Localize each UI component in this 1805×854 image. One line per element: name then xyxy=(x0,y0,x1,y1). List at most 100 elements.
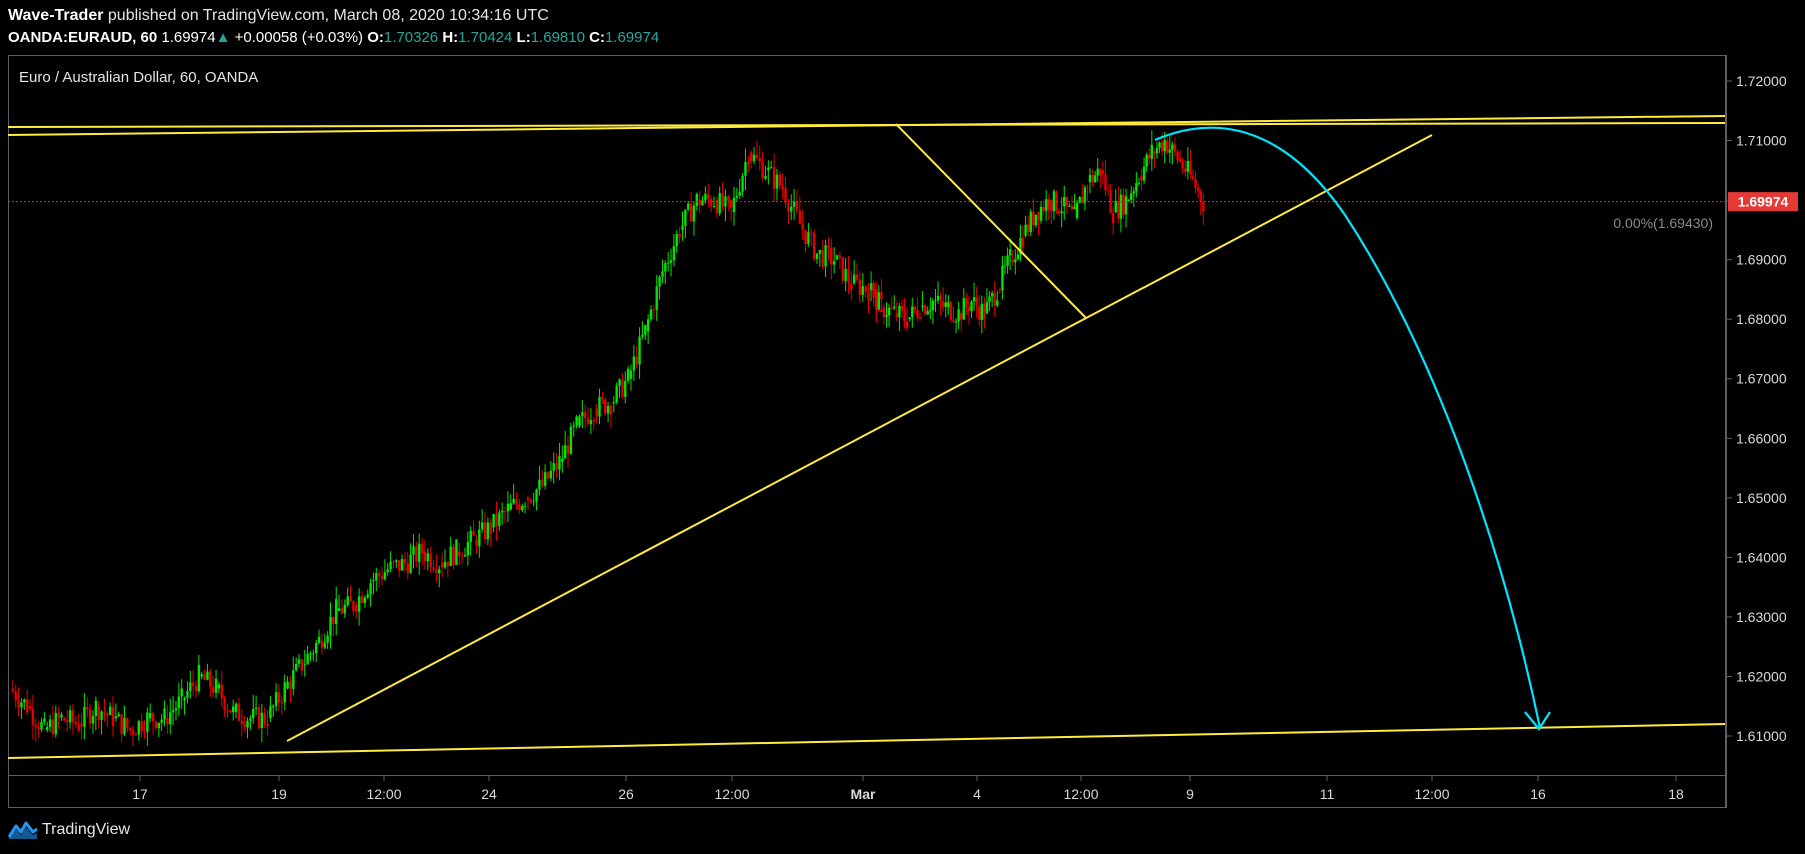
candle-body xyxy=(186,691,189,698)
candle-body xyxy=(543,472,547,486)
candle-body xyxy=(575,416,578,426)
candle-body xyxy=(34,724,37,728)
candle-body xyxy=(63,718,66,721)
candle-body xyxy=(1096,168,1099,176)
candle-body xyxy=(486,522,490,540)
candle-body xyxy=(395,560,398,562)
candle-body xyxy=(495,513,498,527)
candle-body xyxy=(1011,259,1014,263)
candle-body xyxy=(1196,187,1200,191)
candle-body xyxy=(1191,176,1195,180)
candle-body xyxy=(343,604,347,614)
candle-body xyxy=(944,302,947,307)
candle-body xyxy=(274,692,278,707)
candle-body xyxy=(134,734,138,736)
candle-body xyxy=(114,716,118,719)
candle-body xyxy=(375,573,378,581)
candle-body xyxy=(211,687,215,693)
candle-body xyxy=(149,712,152,719)
candle-body xyxy=(252,708,255,719)
y-tick-label: 1.62000 xyxy=(1736,668,1787,684)
footer-brand[interactable]: TradingView xyxy=(8,820,130,840)
candle-body xyxy=(400,558,404,571)
candle-body xyxy=(435,569,438,574)
candle-body xyxy=(43,718,46,722)
candle-body xyxy=(237,703,241,721)
candle-body xyxy=(177,696,181,709)
candle-body xyxy=(535,489,538,502)
candle-body xyxy=(949,302,953,320)
candle-body xyxy=(996,300,999,306)
candle-body xyxy=(1176,151,1179,161)
candle-body xyxy=(151,712,155,722)
candle-body xyxy=(1155,147,1159,154)
lower-support-line[interactable] xyxy=(7,723,1726,759)
candle-body xyxy=(882,307,886,317)
candle-body xyxy=(864,286,867,292)
x-tick-label: 12:00 xyxy=(714,786,749,802)
candle-body xyxy=(1016,254,1020,260)
candle-body xyxy=(810,232,813,234)
author-name[interactable]: Wave-Trader xyxy=(8,7,104,24)
projection-arrow-curve[interactable] xyxy=(1154,126,1542,729)
upper-trendline-2[interactable] xyxy=(7,122,1726,128)
candle-body xyxy=(821,249,824,267)
candle-body xyxy=(752,154,756,162)
candle-body xyxy=(972,297,976,302)
candle-body xyxy=(741,175,744,192)
drawings[interactable] xyxy=(7,115,1726,759)
candle-body xyxy=(449,546,452,567)
candle-body xyxy=(1142,166,1146,181)
rising-support-line[interactable] xyxy=(286,134,1433,742)
candle-body xyxy=(1075,202,1079,218)
candle-body xyxy=(644,325,647,335)
footer-brand-label: TradingView xyxy=(42,821,131,838)
candle-body xyxy=(798,210,802,224)
x-tick-label: 9 xyxy=(1186,786,1194,802)
candle-body xyxy=(764,176,767,179)
candle-body xyxy=(980,303,984,320)
candle-body xyxy=(423,551,427,562)
candle-body xyxy=(965,298,968,307)
candle-body xyxy=(855,274,859,280)
candle-body xyxy=(66,720,69,723)
falling-wedge-line[interactable] xyxy=(895,123,1087,319)
candle-body xyxy=(37,727,40,730)
candle-body xyxy=(306,653,309,665)
candle-body xyxy=(429,553,432,568)
candle-body xyxy=(1070,205,1074,210)
price-tag-bg xyxy=(1728,192,1798,212)
candle-body xyxy=(332,616,335,624)
candle-body xyxy=(755,154,759,158)
candle-body xyxy=(609,405,613,415)
candle-body xyxy=(380,576,384,580)
x-axis[interactable]: 17 19 12:00 24 26 12:00 Mar 4 12:00 9 11 12:00 16 18 xyxy=(132,776,1684,802)
candle-body xyxy=(589,420,593,425)
candle-body xyxy=(689,203,693,222)
candle-body xyxy=(869,288,873,290)
candle-body xyxy=(329,616,332,636)
candle-body xyxy=(360,596,364,603)
candle-body xyxy=(709,199,713,207)
candle-body xyxy=(529,499,533,502)
candle-body xyxy=(1194,179,1197,188)
y-tick-label: 1.69000 xyxy=(1736,252,1787,268)
x-tick-label: 19 xyxy=(271,786,287,802)
publish-text: published on TradingView.com, March 08, … xyxy=(107,7,549,24)
candle-body xyxy=(197,664,201,692)
candle-body xyxy=(1202,201,1205,211)
candle-body xyxy=(240,720,243,725)
low-value: 1.69810 xyxy=(530,29,585,46)
candle-body xyxy=(1148,154,1151,159)
candle-body xyxy=(967,306,971,312)
candle-body xyxy=(606,405,610,414)
y-axis[interactable]: 1.720001.710001.700001.690001.680001.670… xyxy=(1726,73,1787,744)
x-tick-label: Mar xyxy=(851,786,876,802)
candle-body xyxy=(489,522,492,534)
candle-body xyxy=(960,313,963,320)
x-tick-label: 24 xyxy=(481,786,497,802)
candle-body xyxy=(1106,190,1110,192)
candle-body xyxy=(1122,194,1125,215)
candle-body xyxy=(767,167,770,171)
